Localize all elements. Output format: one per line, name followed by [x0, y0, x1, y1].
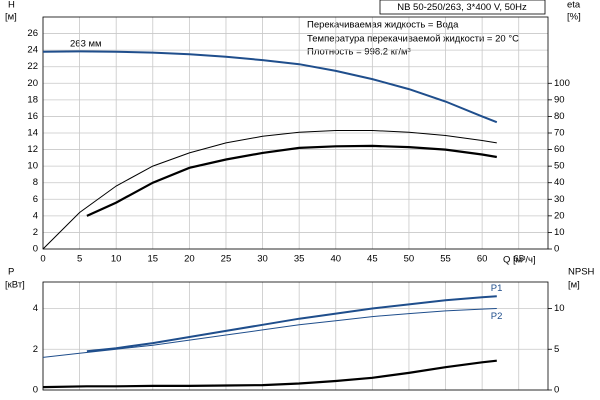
annotation: 263 мм	[70, 39, 102, 50]
curve	[86, 144, 497, 217]
curve	[86, 295, 497, 353]
y-tick-label: 16	[27, 111, 38, 122]
y-tick-label: 4	[33, 303, 38, 314]
y2-tick-label: 10	[554, 227, 565, 238]
y2-tick-label: 30	[554, 194, 565, 205]
y-tick-label: 24	[27, 45, 38, 56]
y2-tick-label: 0	[554, 385, 559, 396]
y-tick-label: 22	[27, 61, 38, 72]
x-tick-label: 10	[111, 254, 122, 265]
y-tick-label: 8	[33, 177, 38, 188]
y-tick-label: 2	[33, 227, 38, 238]
y-tick-label: 18	[27, 94, 38, 105]
y-tick-label: 2	[33, 344, 38, 355]
y-axis-label: H	[8, 0, 15, 11]
y2-tick-label: 5	[554, 344, 559, 355]
series-label: P1	[491, 283, 503, 294]
y-tick-label: 0	[33, 385, 38, 396]
y-axis-label: P	[8, 267, 14, 278]
note: Плотность = 998.2 кг/м³	[307, 47, 411, 58]
y-tick-label: 26	[27, 28, 38, 39]
y2-tick-label: 20	[554, 210, 565, 221]
curve	[42, 50, 498, 124]
y2-tick-label: 70	[554, 128, 565, 139]
x-tick-label: 0	[40, 254, 45, 265]
x-tick-label: 5	[77, 254, 82, 265]
curve	[42, 359, 497, 389]
plot-frame	[42, 281, 549, 391]
y-tick-label: 12	[27, 144, 38, 155]
y2-tick-label: 50	[554, 161, 565, 172]
x-axis-label: Q [м³/ч]	[503, 255, 536, 266]
y2-tick-label: 90	[554, 94, 565, 105]
curve	[42, 308, 497, 358]
title-box	[379, 0, 546, 15]
y2-tick-label: 100	[554, 78, 570, 89]
x-tick-label: 40	[330, 254, 341, 265]
y-axis-unit: [кВт]	[5, 280, 25, 291]
y-tick-label: 20	[27, 78, 38, 89]
x-tick-label: 60	[477, 254, 488, 265]
series-label: P2	[491, 311, 503, 322]
y-tick-label: 4	[33, 210, 38, 221]
note: Температура перекачиваемой жидкости = 20…	[307, 34, 519, 45]
y2-tick-label: 60	[554, 144, 565, 155]
plots: 0 5 10 15 20 25 30 35 40 45 50 55 60 6502468101214161…	[5, 0, 595, 396]
curve	[42, 130, 497, 250]
x-tick-label: 55	[440, 254, 451, 265]
y-tick-label: 0	[33, 244, 38, 255]
x-tick-label: 45	[367, 254, 378, 265]
y-tick-label: 14	[27, 128, 38, 139]
x-tick-label: 50	[404, 254, 415, 265]
y-axis-unit: [м]	[5, 12, 17, 23]
y-tick-label: 6	[33, 194, 38, 205]
note: Перекачиваемая жидкость = Вода	[307, 20, 459, 31]
plot-frame	[42, 16, 549, 250]
y2-axis-unit: [м]	[568, 280, 580, 291]
y2-axis-label: NPSH	[568, 267, 595, 278]
x-tick-label: 65	[513, 254, 524, 265]
y-tick-label: 10	[27, 161, 38, 172]
x-tick-label: 35	[294, 254, 305, 265]
x-tick-label: 15	[147, 254, 158, 265]
y2-tick-label: 0	[554, 244, 559, 255]
x-tick-label: 30	[257, 254, 268, 265]
y2-tick-label: 80	[554, 111, 565, 122]
y2-axis-unit: [%]	[567, 12, 581, 23]
y2-tick-label: 10	[554, 303, 565, 314]
chart-title: NB 50-250/263, 3*400 V, 50Hz	[397, 2, 527, 13]
x-tick-label: 20	[184, 254, 195, 265]
y2-tick-label: 40	[554, 177, 565, 188]
y2-axis-label: eta	[567, 0, 581, 11]
x-tick-label: 25	[221, 254, 232, 265]
